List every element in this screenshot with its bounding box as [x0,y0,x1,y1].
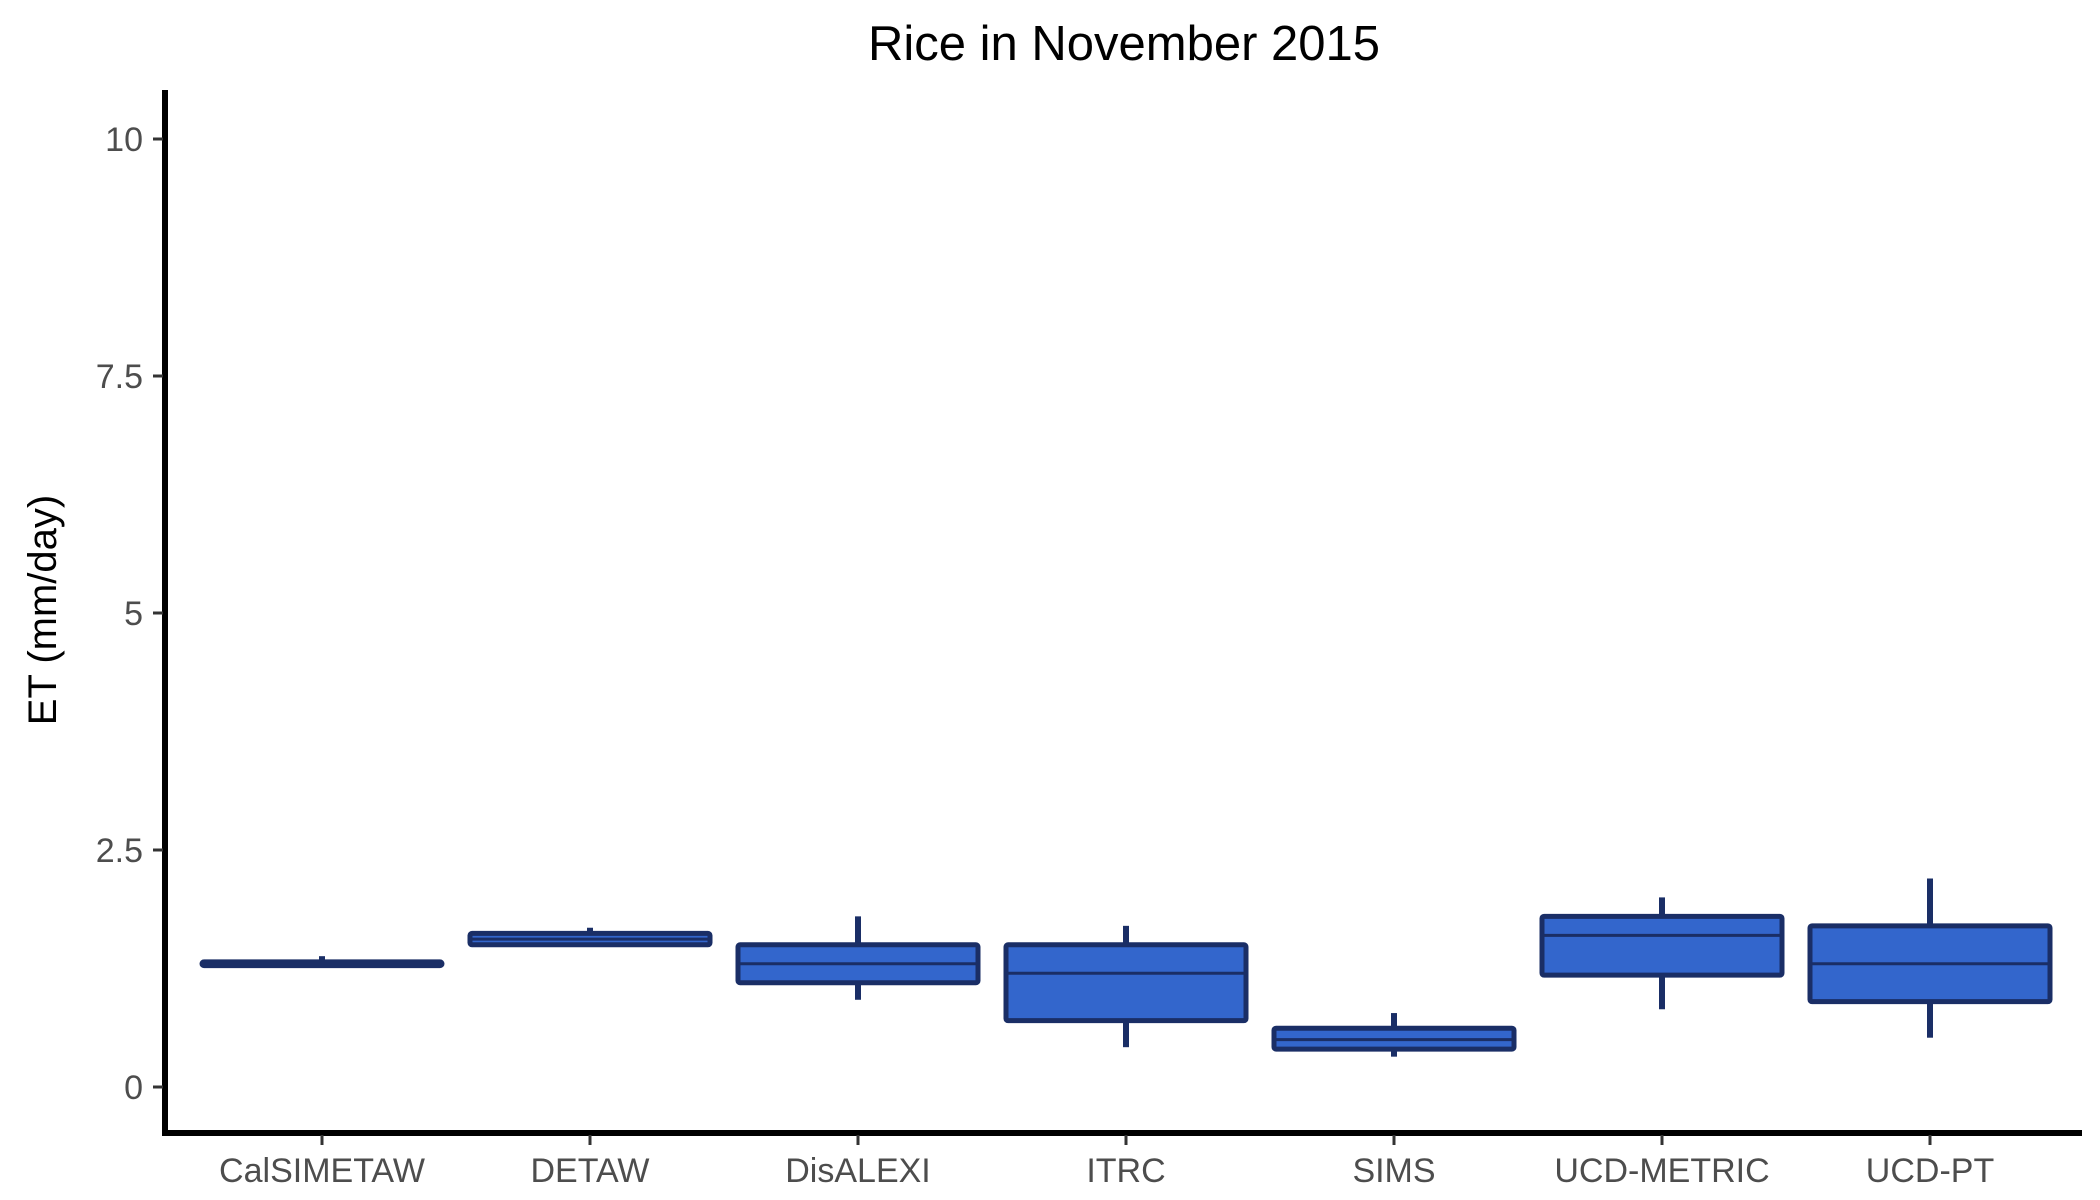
box-itrc [1003,925,1249,1048]
box-detaw [467,927,713,948]
iqr-box [1539,913,1785,978]
x-tick-label: UCD-PT [1866,1152,1994,1190]
x-tick-label: ITRC [1086,1152,1165,1190]
box-sims [1271,1013,1517,1057]
y-tick-label: 10 [105,121,143,159]
x-tick-label: CalSIMETAW [219,1152,425,1190]
y-tick-label: 7.5 [96,358,143,396]
box-ucd-pt [1807,878,2053,1038]
axis-ticks: 0 2.5 5 7.5 10 CalSIMETAW DETAW DisALEXI ITRC SIM… [96,121,1994,1190]
plot-area [199,878,2053,1057]
box-ucd-metric [1539,897,1785,1010]
y-tick-label: 5 [124,595,143,633]
y-tick-label: 2.5 [96,832,143,870]
y-tick-label: 0 [124,1069,143,1107]
y-axis-label: ET (mm/day) [21,495,65,725]
iqr-box [1003,942,1249,1024]
box-disalexi [735,916,981,1000]
x-tick-label: SIMS [1352,1152,1435,1190]
chart-title: Rice in November 2015 [868,17,1380,71]
x-tick-label: DETAW [531,1152,650,1190]
x-tick-label: DisALEXI [785,1152,931,1190]
x-tick-label: UCD-METRIC [1554,1152,1769,1190]
box-calsimetaw [199,956,445,969]
